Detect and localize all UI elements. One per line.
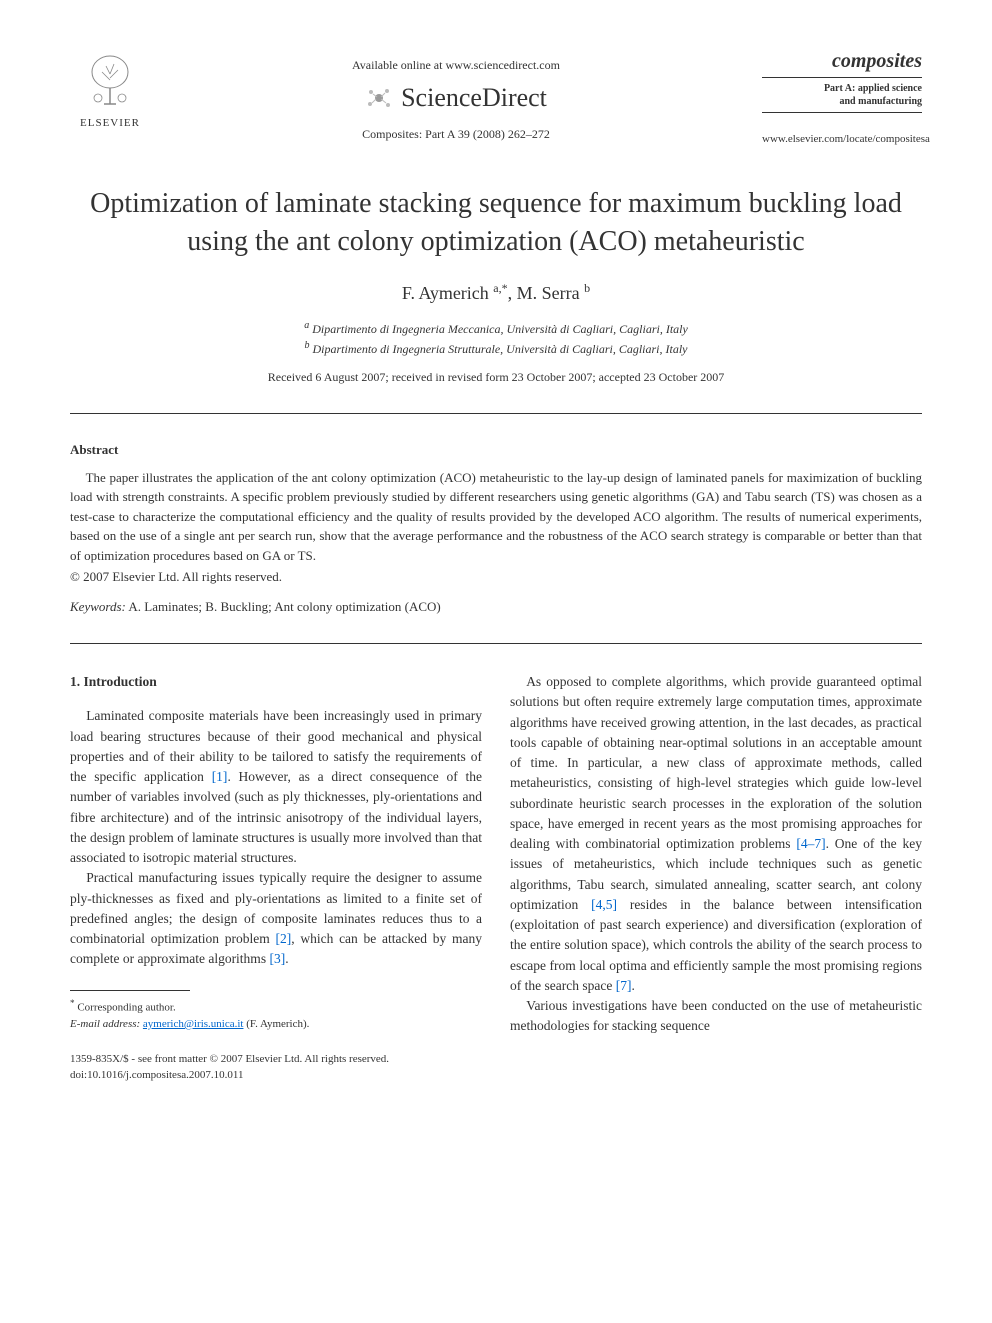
email-link[interactable]: aymerich@iris.unica.it (143, 1018, 244, 1030)
abstract-copyright: © 2007 Elsevier Ltd. All rights reserved… (70, 569, 922, 585)
sciencedirect-brand: ScienceDirect (150, 83, 762, 113)
page-footer: 1359-835X/$ - see front matter © 2007 El… (70, 1052, 482, 1083)
authors: F. Aymerich a,*, M. Serra b (70, 281, 922, 304)
keywords-label: Keywords: (70, 599, 126, 614)
author-sep: , M. Serra (508, 283, 584, 303)
author-1: F. Aymerich (402, 283, 493, 303)
abstract-section: Abstract The paper illustrates the appli… (70, 442, 922, 616)
intro-para-2: Practical manufacturing issues typically… (70, 868, 482, 969)
rule-before-abstract (70, 413, 922, 414)
cite-2[interactable]: [2] (275, 931, 291, 946)
title-block: Optimization of laminate stacking sequen… (70, 185, 922, 385)
keywords: Keywords: A. Laminates; B. Buckling; Ant… (70, 599, 922, 615)
affiliation-b-text: Dipartimento di Ingegneria Strutturale, … (313, 342, 688, 356)
author-2-marker: b (584, 281, 590, 295)
abstract-heading: Abstract (70, 442, 922, 458)
journal-box: composites Part A: applied science and m… (762, 50, 922, 145)
intro-para-3: As opposed to complete algorithms, which… (510, 672, 922, 996)
intro-para-1: Laminated composite materials have been … (70, 706, 482, 868)
elsevier-tree-icon (80, 50, 140, 110)
keywords-text: A. Laminates; B. Buckling; Ant colony op… (126, 599, 441, 614)
email-tail: (F. Aymerich). (243, 1018, 309, 1030)
footnotes: * Corresponding author. E-mail address: … (70, 997, 482, 1033)
email-line: E-mail address: aymerich@iris.unica.it (… (70, 1016, 482, 1033)
affiliation-a: a Dipartimento di Ingegneria Meccanica, … (70, 318, 922, 338)
cite-1[interactable]: [1] (212, 769, 228, 784)
journal-url: www.elsevier.com/locate/compositesa (762, 133, 922, 145)
affiliation-b: b Dipartimento di Ingegneria Strutturale… (70, 338, 922, 358)
paper-title: Optimization of laminate stacking sequen… (70, 185, 922, 261)
p3a: As opposed to complete algorithms, which… (510, 674, 922, 851)
email-label: E-mail address: (70, 1018, 140, 1030)
cite-3[interactable]: [3] (269, 951, 285, 966)
issn-line: 1359-835X/$ - see front matter © 2007 El… (70, 1052, 482, 1067)
page-header: ELSEVIER Available online at www.science… (70, 50, 922, 145)
journal-subtitle-2: and manufacturing (762, 95, 922, 108)
available-online-text: Available online at www.sciencedirect.co… (150, 58, 762, 73)
center-header: Available online at www.sciencedirect.co… (150, 50, 762, 142)
p3d: . (631, 978, 634, 993)
affiliation-a-text: Dipartimento di Ingegneria Meccanica, Un… (312, 322, 688, 336)
corresponding-author: * Corresponding author. (70, 997, 482, 1016)
manuscript-dates: Received 6 August 2007; received in revi… (70, 370, 922, 385)
cite-7[interactable]: [7] (616, 978, 632, 993)
cite-4-7[interactable]: [4–7] (796, 836, 825, 851)
journal-title: composites (762, 50, 922, 73)
cite-4-5[interactable]: [4,5] (591, 897, 617, 912)
doi-line: doi:10.1016/j.compositesa.2007.10.011 (70, 1068, 482, 1083)
body-text: 1. Introduction Laminated composite mate… (70, 672, 922, 1083)
rule-after-abstract (70, 643, 922, 644)
platform-name: ScienceDirect (401, 83, 547, 113)
affiliations: a Dipartimento di Ingegneria Meccanica, … (70, 318, 922, 358)
footnote-rule (70, 990, 190, 991)
p2c: . (285, 951, 288, 966)
journal-subtitle-1: Part A: applied science (762, 82, 922, 95)
sciencedirect-icon (365, 84, 393, 112)
section-1-heading: 1. Introduction (70, 672, 482, 692)
corr-text: Corresponding author. (77, 1001, 175, 1013)
journal-reference: Composites: Part A 39 (2008) 262–272 (150, 127, 762, 142)
abstract-text: The paper illustrates the application of… (70, 468, 922, 566)
publisher-name: ELSEVIER (70, 117, 150, 129)
elsevier-logo: ELSEVIER (70, 50, 150, 129)
author-1-marker: a,* (493, 281, 507, 295)
intro-para-4: Various investigations have been conduct… (510, 996, 922, 1037)
